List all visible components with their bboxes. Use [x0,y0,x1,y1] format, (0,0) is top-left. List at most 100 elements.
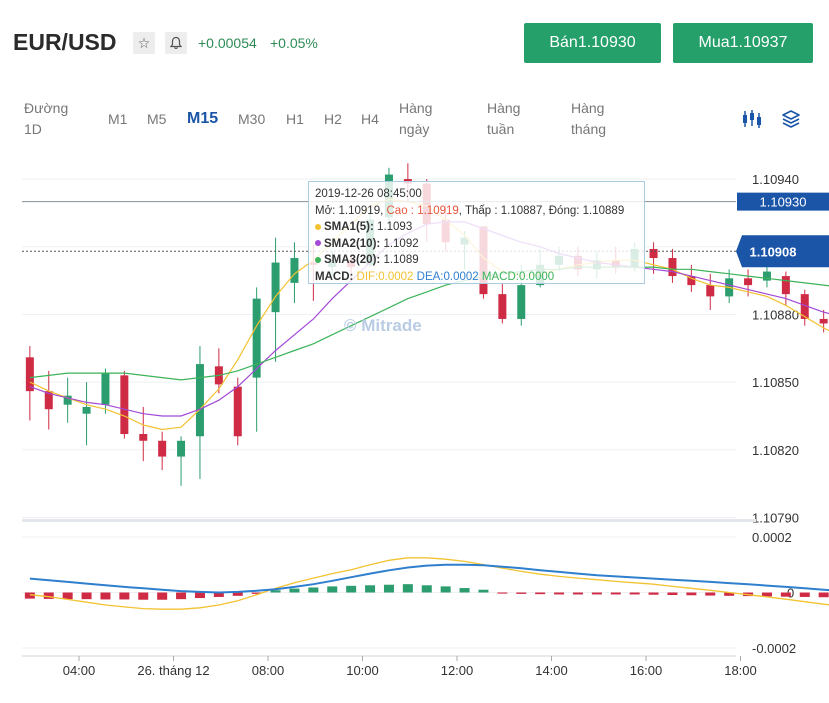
macd-histogram-bar [157,592,168,600]
macd-histogram-bar [365,585,376,593]
candle-body [177,440,186,457]
tab-m15[interactable]: M15 [187,110,219,127]
ohlc-tooltip: 2019-12-26 08:45:00 Mở: 1.10919, Cao : 1… [308,181,645,284]
macd-histogram-bar [780,592,791,597]
price-tick-label: 1.10940 [752,172,799,187]
tooltip-sma1: SMA1(5): 1.1093 [315,219,638,236]
candle-body [25,357,34,392]
tab-m1[interactable]: M1 [108,111,128,127]
candle-body [668,258,677,277]
bell-icon[interactable] [165,32,187,54]
x-tick-label: 18:00 [724,663,757,678]
tooltip-datetime: 2019-12-26 08:45:00 [315,188,422,200]
macd-histogram-bar [308,587,319,593]
macd-histogram-bar [799,592,810,597]
price-tick-label: 1.10850 [752,375,799,390]
tab-weekly[interactable]: Hàng tuần [487,100,521,137]
macd-tick-label: 0.0002 [752,530,792,545]
candle-body [139,434,148,441]
macd-histogram-bar [383,584,394,593]
current-price-label: 1.10930 [760,195,807,210]
macd-histogram-bar [572,592,583,595]
candle-body [63,395,72,405]
x-tick-label: 12:00 [441,663,474,678]
macd-histogram-bar [289,588,300,593]
candle-body [271,262,280,313]
candle-body [517,285,526,319]
candle-body [498,294,507,319]
tab-line-1d[interactable]: Đường 1D [24,100,69,137]
macd-dea-line [29,563,829,594]
macd-histogram-bar [724,592,735,596]
x-tick-label: 16:00 [630,663,663,678]
macd-histogram-bar [591,592,602,595]
macd-histogram-bar [516,592,527,594]
macd-histogram-bar [81,592,92,600]
macd-histogram-bar [648,592,659,595]
change-absolute: +0.00054 [198,35,257,51]
crosshair-price-tag [736,235,829,268]
macd-histogram-bar [440,586,451,593]
symbol-title: EUR/USD [13,29,117,55]
sell-price: 1.10930 [577,34,636,51]
candle-body [819,318,828,324]
tab-h1[interactable]: H1 [286,111,304,127]
tooltip-ohlc: Mở: 1.10919, Cao : 1.10919, Thấp : 1.108… [315,204,625,217]
layers-icon[interactable] [780,108,802,130]
candle-body [82,406,91,414]
x-tick-label: 04:00 [63,663,96,678]
tab-h2[interactable]: H2 [324,111,342,127]
macd-histogram-bar [62,592,73,600]
price-tick-label: 1.10790 [752,510,799,525]
tab-m30[interactable]: M30 [238,111,266,127]
macd-histogram-bar [138,592,149,600]
buy-button[interactable]: Mua1.10937 [673,23,813,63]
tab-daily[interactable]: Hàng ngày [399,100,433,137]
macd-histogram-bar [459,588,470,593]
crosshair-price-label: 1.10908 [750,244,797,259]
macd-histogram-bar [761,592,772,597]
macd-dif-line [29,557,829,610]
macd-histogram-bar [818,592,829,598]
macd-tick-label: -0.0002 [752,641,796,656]
macd-histogram-bar [213,592,224,597]
sell-button[interactable]: Bán1.10930 [524,23,661,63]
candle-body [195,364,204,437]
macd-histogram-bar [554,592,565,595]
macd-histogram-bar [705,592,716,596]
macd-histogram-bar [100,592,111,600]
macd-histogram-bar [667,592,678,595]
tab-h4[interactable]: H4 [361,111,379,127]
candle-body [800,294,809,319]
macd-histogram-bar [119,592,130,600]
x-tick-label: 10:00 [346,663,379,678]
candlestick-indicator-icon[interactable] [741,108,763,130]
candle-body [233,386,242,437]
macd-histogram-bar [232,592,243,596]
macd-histogram-bar [194,592,205,599]
change-percent: +0.05% [270,35,318,51]
tooltip-macd: MACD: DIF:0.0002 DEA:0.0002 MACD:0.0000 [315,270,555,283]
macd-histogram-bar [251,592,262,594]
macd-histogram-bar [610,592,621,595]
candle-body [762,271,771,281]
tooltip-sma3: SMA3(20): 1.1089 [315,252,638,269]
candle-body [252,298,261,378]
candle-body [706,285,715,297]
macd-histogram-bar [327,586,338,593]
star-icon[interactable]: ☆ [133,32,155,54]
macd-histogram-bar [478,589,489,593]
buy-price: 1.10937 [729,34,788,51]
candle-body [744,278,753,286]
candle-body [290,258,299,283]
tab-m5[interactable]: M5 [147,111,167,127]
candle-body [101,373,110,405]
macd-histogram-bar [497,592,508,594]
candle-body [649,249,658,259]
candle-body [44,391,53,410]
macd-histogram-bar [535,592,546,595]
tab-monthly[interactable]: Hàng tháng [571,100,607,137]
sell-label: Bán [549,34,578,51]
x-tick-label: 26. tháng 12 [137,663,209,678]
